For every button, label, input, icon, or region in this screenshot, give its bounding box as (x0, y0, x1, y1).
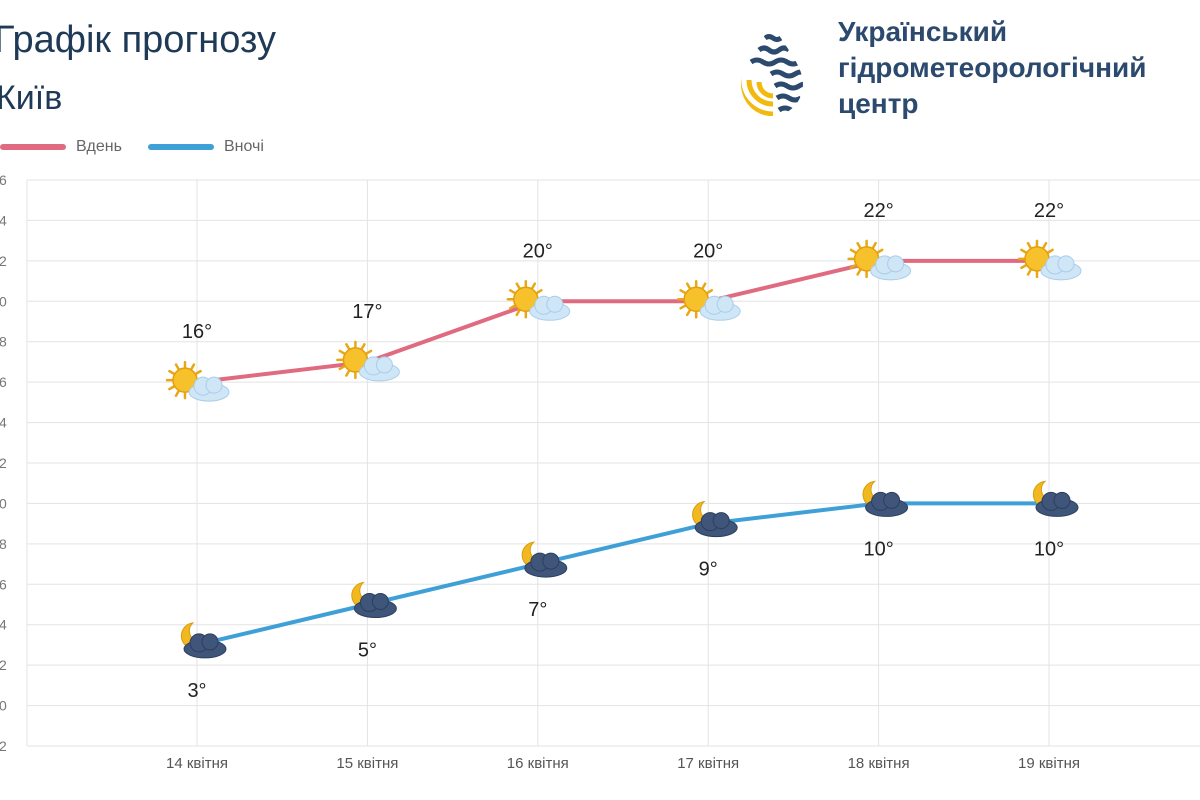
logo-line-3: центр (838, 88, 919, 119)
moon-cloud-icon (351, 581, 397, 618)
chart-title: Графік прогнозу (0, 19, 276, 61)
data-label: 22° (1034, 200, 1064, 222)
x-tick-label: 17 квітня (677, 755, 739, 772)
y-tick-label: 2 (0, 657, 7, 673)
y-tick-label: 6 (0, 374, 7, 390)
series-night: 3° 5° 7° 9° 10° 10° (180, 480, 1079, 702)
moon-cloud-icon (692, 500, 738, 538)
y-tick-label: 0 (0, 698, 7, 714)
forecast-chart: 2 0 2 4 6 8 0 2 4 6 8 0 2 4 6 14 квітня 15 квітня 16 квіт… (0, 172, 1200, 772)
y-tick-label: 2 (0, 455, 7, 471)
y-tick-label: 0 (0, 495, 7, 511)
sun-cloud-icon (1017, 239, 1082, 281)
series-line (196, 501, 1049, 647)
series-day: 16° 17° 20° 20° 22° 22° (165, 200, 1082, 402)
sun-cloud-icon (847, 239, 912, 281)
y-tick-label: 4 (0, 415, 7, 431)
y-tick-label: 8 (0, 334, 7, 350)
data-label: 7° (528, 599, 547, 621)
data-label: 3° (187, 680, 206, 702)
y-tick-label: 2 (0, 738, 7, 754)
data-label: 17° (352, 301, 382, 323)
legend-swatch-night (148, 144, 214, 150)
sun-cloud-icon (336, 340, 400, 382)
y-tick-label: 6 (0, 576, 7, 592)
x-tick-label: 18 квітня (848, 755, 910, 772)
x-tick-label: 14 квітня (166, 755, 228, 772)
data-label: 22° (863, 200, 893, 222)
legend-label-night: Вночі (224, 138, 264, 155)
y-tick-label: 8 (0, 536, 7, 552)
y-tick-label: 0 (0, 293, 7, 309)
hydromet-logo-text: Український гідрометеорологічний центр (838, 14, 1146, 122)
y-tick-label: 2 (0, 253, 7, 269)
legend-item-day[interactable]: Вдень (0, 138, 122, 156)
legend-swatch-day (0, 144, 66, 150)
data-label: 20° (523, 240, 553, 262)
data-label: 16° (182, 321, 212, 343)
sun-cloud-icon (165, 360, 230, 402)
x-tick-label: 16 квітня (507, 755, 569, 772)
data-label: 10° (863, 538, 893, 560)
legend-label-day: Вдень (76, 138, 122, 155)
logo-line-2: гідрометеорологічний (838, 52, 1147, 83)
y-tick-label: 4 (0, 212, 7, 228)
data-label: 5° (358, 640, 377, 662)
moon-cloud-icon (862, 480, 909, 517)
moon-cloud-icon (180, 622, 227, 659)
data-label: 20° (693, 240, 723, 262)
sun-cloud-icon (676, 280, 741, 321)
data-label: 9° (699, 559, 718, 581)
logo-line-1: Український (838, 16, 1008, 47)
moon-cloud-icon (1032, 480, 1079, 517)
x-tick-label: 15 квітня (336, 755, 398, 772)
sun-cloud-icon (506, 280, 571, 321)
moon-cloud-icon (521, 541, 568, 578)
chart-subtitle: Київ (0, 79, 63, 117)
y-tick-label: 6 (0, 172, 7, 188)
y-tick-label: 4 (0, 617, 7, 633)
data-label: 10° (1034, 538, 1064, 560)
legend-item-night[interactable]: Вночі (148, 138, 264, 156)
x-tick-label: 19 квітня (1018, 755, 1080, 772)
hydromet-logo-icon (741, 20, 803, 116)
series-line (196, 258, 1049, 385)
